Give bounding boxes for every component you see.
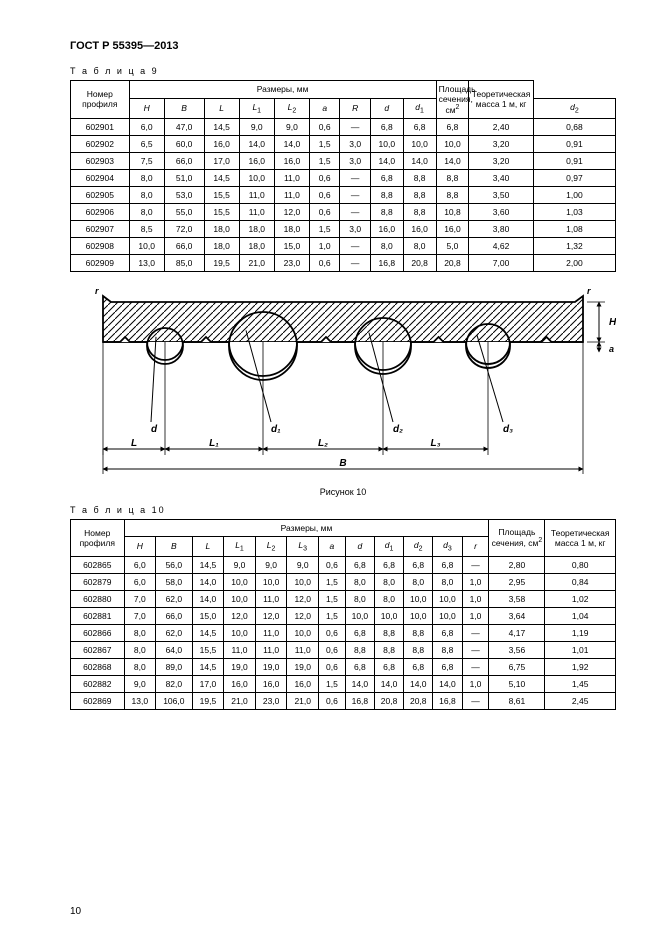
col-r-big: R xyxy=(340,98,370,118)
table-row: 6028829,082,017,016,016,016,01,514,014,0… xyxy=(71,675,616,692)
col-b: B xyxy=(156,536,192,556)
col-d2: d2 xyxy=(404,536,433,556)
col-l2: L2 xyxy=(274,98,309,118)
col-h: H xyxy=(129,98,164,118)
table-row: 6028678,064,015,511,011,011,00,68,88,88,… xyxy=(71,641,616,658)
svg-text:d: d xyxy=(151,424,158,435)
svg-text:B: B xyxy=(339,458,346,469)
col-l3: L3 xyxy=(287,536,319,556)
figure-caption: Рисунок 10 xyxy=(70,487,616,497)
table-row: 60290810,066,018,018,015,01,0—8,08,05,04… xyxy=(71,237,616,254)
col-r: r xyxy=(462,536,489,556)
col-d1: d1 xyxy=(374,536,403,556)
table-row: 6029048,051,014,510,011,00,6—6,88,88,83,… xyxy=(71,169,616,186)
table-row: 6029068,055,015,511,012,00,6—8,88,810,83… xyxy=(71,203,616,220)
col-d3: d3 xyxy=(433,536,462,556)
col-area: Площадь сечения, см2 xyxy=(489,519,545,556)
table-row: 6029078,572,018,018,018,01,53,016,016,01… xyxy=(71,220,616,237)
svg-text:r: r xyxy=(95,286,99,296)
col-d: d xyxy=(345,536,374,556)
figure-10: d d₁ d₂ d₃ L L₁ L₂ L₃ B Ha r r xyxy=(70,284,616,481)
svg-text:L₃: L₃ xyxy=(431,438,441,449)
svg-text:d₁: d₁ xyxy=(271,424,281,435)
col-b: B xyxy=(164,98,204,118)
table-row: 6028688,089,014,519,019,019,00,66,86,86,… xyxy=(71,658,616,675)
col-l1: L1 xyxy=(239,98,274,118)
col-mass: Теоретическая масса 1 м, кг xyxy=(545,519,616,556)
table-row: 6029037,566,017,016,016,01,53,014,014,01… xyxy=(71,152,616,169)
svg-text:a: a xyxy=(609,344,614,354)
table-row: 6028656,056,014,59,09,09,00,66,86,86,86,… xyxy=(71,556,616,573)
table-row: 6029026,560,016,014,014,01,53,010,010,01… xyxy=(71,135,616,152)
col-area: Площадь сечения, см2 xyxy=(436,81,469,119)
doc-header: ГОСТ Р 55395—2013 xyxy=(70,40,616,52)
svg-text:L: L xyxy=(131,438,137,449)
table-row: 6028807,062,014,010,011,012,01,58,08,010… xyxy=(71,590,616,607)
table-row: 60290913,085,019,521,023,00,6—16,820,820… xyxy=(71,254,616,271)
table-9: Номер профиля Размеры, мм Площадь сечени… xyxy=(70,80,616,272)
col-l: L xyxy=(204,98,239,118)
table-row: 60286913,0106,019,521,023,021,00,616,820… xyxy=(71,692,616,709)
table-row: 6028668,062,014,510,011,010,00,66,88,88,… xyxy=(71,624,616,641)
col-dims: Размеры, мм xyxy=(124,519,489,536)
page-number: 10 xyxy=(70,906,81,917)
col-l1: L1 xyxy=(224,536,256,556)
col-l: L xyxy=(192,536,224,556)
col-d: d xyxy=(370,98,403,118)
svg-text:H: H xyxy=(609,317,616,328)
svg-text:d₂: d₂ xyxy=(393,424,403,435)
col-d1: d1 xyxy=(403,98,436,118)
col-profile: Номер профиля xyxy=(71,519,125,556)
col-profile: Номер профиля xyxy=(71,81,130,119)
col-d2: d2 xyxy=(533,98,615,118)
col-h: H xyxy=(124,536,156,556)
table9-label: Т а б л и ц а 9 xyxy=(70,66,616,76)
svg-text:r: r xyxy=(587,286,591,296)
table-row: 6029016,047,014,59,09,00,6—6,86,86,82,40… xyxy=(71,118,616,135)
table10-label: Т а б л и ц а 10 xyxy=(70,505,616,515)
table-10: Номер профиля Размеры, мм Площадь сечени… xyxy=(70,519,616,710)
col-a: a xyxy=(309,98,339,118)
svg-text:L₁: L₁ xyxy=(209,438,219,449)
table-row: 6028796,058,014,010,010,010,01,58,08,08,… xyxy=(71,573,616,590)
col-a: a xyxy=(319,536,346,556)
table-row: 6029058,053,015,511,011,00,6—8,88,88,83,… xyxy=(71,186,616,203)
col-dims: Размеры, мм xyxy=(129,81,436,99)
col-l2: L2 xyxy=(255,536,287,556)
col-mass: Теоретическая масса 1 м, кг xyxy=(469,81,533,119)
svg-text:L₂: L₂ xyxy=(318,438,328,449)
svg-text:d₃: d₃ xyxy=(503,424,513,435)
table-row: 6028817,066,015,012,012,012,01,510,010,0… xyxy=(71,607,616,624)
